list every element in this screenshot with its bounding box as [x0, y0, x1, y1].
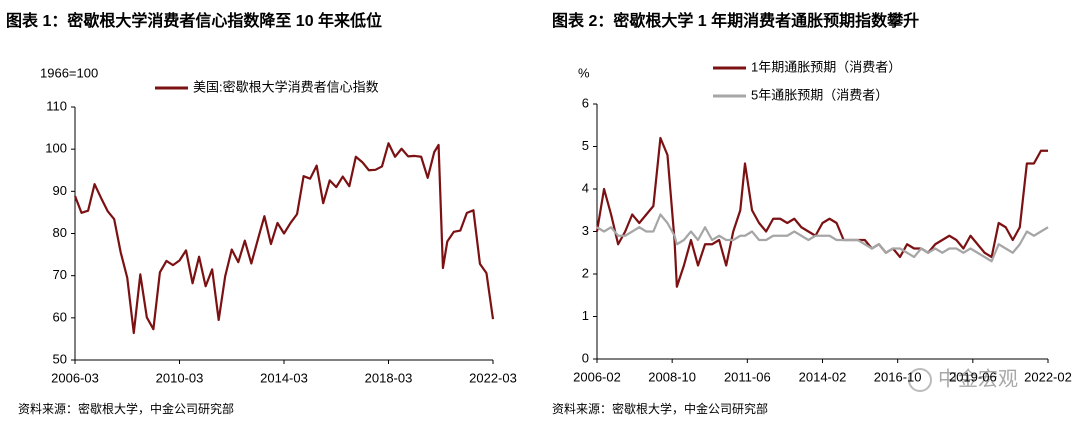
chart-title: 图表 1：密歇根大学消费者信心指数降至 10 年来低位	[6, 11, 382, 30]
y-tick-label: 6	[582, 95, 589, 110]
y-tick-label: 80	[53, 225, 67, 240]
source-note: 资料来源：密歇根大学，中金公司研究部	[552, 401, 768, 416]
line-series	[73, 142, 495, 335]
y-tick-label: 110	[46, 98, 67, 113]
watermark: 中金宏观	[938, 367, 1018, 390]
x-tick-label: 2018-03	[365, 370, 413, 385]
legend-label: 1年期通胀预期（消费者）	[751, 59, 901, 74]
y-tick-label: 90	[53, 183, 67, 198]
x-tick-label: 2022-02	[1024, 369, 1072, 384]
y-unit-label: 1966=100	[40, 65, 98, 80]
y-tick-label: 70	[53, 267, 67, 282]
y-tick-label: 60	[53, 309, 67, 324]
x-tick-label: 2010-03	[156, 370, 204, 385]
x-tick-label: 2014-03	[260, 370, 308, 385]
y-tick-label: 3	[582, 223, 589, 238]
y-unit-label: %	[578, 65, 590, 80]
line-series	[596, 213, 1049, 263]
x-tick-label: 2014-02	[799, 369, 847, 384]
x-tick-label: 2008-10	[648, 369, 696, 384]
chart-title: 图表 2：密歇根大学 1 年期消费者通胀预期指数攀升	[552, 11, 919, 30]
y-tick-label: 2	[582, 265, 589, 280]
x-tick-label: 2016-10	[874, 369, 922, 384]
y-tick-label: 100	[45, 141, 67, 156]
y-tick-label: 0	[582, 350, 589, 365]
source-note: 资料来源：密歇根大学，中金公司研究部	[18, 401, 234, 416]
x-tick-label: 2011-06	[724, 369, 771, 384]
y-tick-label: 50	[53, 351, 67, 366]
legend-label: 5年通胀预期（消费者）	[751, 87, 888, 102]
y-tick-label: 4	[582, 180, 589, 195]
y-tick-label: 5	[582, 138, 589, 153]
x-tick-label: 2019-06	[949, 369, 997, 384]
watermark-icon	[908, 368, 932, 392]
x-tick-label: 2022-03	[469, 370, 517, 385]
y-tick-label: 1	[582, 308, 589, 323]
line-series	[595, 136, 1048, 288]
x-tick-label: 2006-02	[573, 369, 621, 384]
x-tick-label: 2006-03	[51, 370, 99, 385]
legend-label: 美国:密歇根大学消费者信心指数	[193, 79, 379, 94]
